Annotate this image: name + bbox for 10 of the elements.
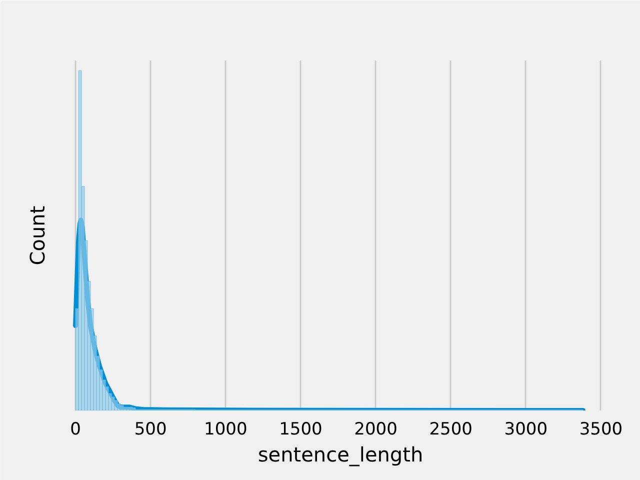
x-tick-label: 1500 bbox=[279, 420, 322, 440]
x-tick-label: 0 bbox=[70, 420, 81, 440]
x-tick-label: 3500 bbox=[579, 420, 623, 440]
x-tick-label: 2000 bbox=[354, 420, 398, 440]
x-tick-label: 2500 bbox=[429, 420, 472, 440]
y-axis-title: Count bbox=[26, 206, 50, 266]
x-axis-title: sentence_length bbox=[258, 442, 424, 466]
x-tick-label: 1000 bbox=[204, 420, 248, 440]
x-tick-label: 3000 bbox=[504, 420, 548, 440]
x-tick-label: 500 bbox=[134, 420, 167, 440]
